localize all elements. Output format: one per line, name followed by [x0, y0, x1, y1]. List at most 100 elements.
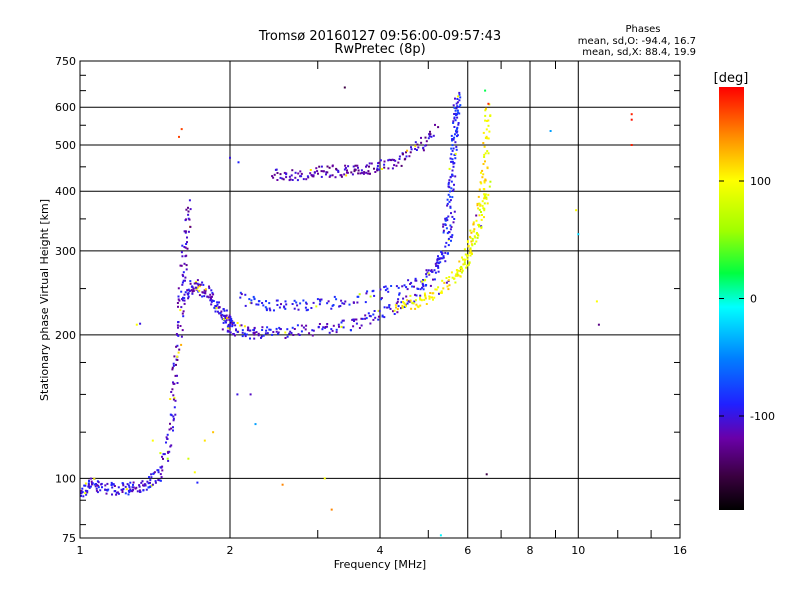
echo-point	[239, 291, 242, 294]
echo-point	[104, 488, 107, 491]
echo-point	[140, 481, 143, 484]
echo-point	[423, 292, 426, 295]
echo-point	[439, 291, 442, 294]
echo-point	[390, 285, 393, 287]
echo-point	[218, 306, 221, 309]
echo-point	[338, 325, 340, 328]
echo-point	[127, 493, 130, 496]
echo-point	[483, 202, 486, 205]
echo-point	[167, 459, 170, 462]
echo-point	[414, 279, 417, 282]
echo-point	[378, 168, 381, 171]
echo-point	[184, 230, 187, 233]
echo-point	[132, 488, 134, 491]
echo-point	[415, 303, 418, 306]
echo-point	[346, 169, 348, 172]
echo-point	[196, 282, 199, 285]
echo-point	[248, 298, 251, 301]
echo-point	[376, 167, 379, 170]
echo-point	[275, 168, 278, 171]
echo-point	[291, 303, 294, 305]
echo-point	[343, 168, 346, 171]
echo-point	[361, 317, 364, 320]
echo-point	[226, 317, 229, 320]
echo-point	[204, 292, 207, 295]
echo-point	[484, 89, 487, 92]
echo-point	[436, 257, 439, 260]
echo-point	[475, 232, 478, 235]
echo-point	[159, 473, 162, 476]
echo-point	[132, 483, 134, 486]
echo-point	[201, 295, 204, 298]
echo-point	[473, 242, 476, 245]
echo-point	[443, 281, 446, 284]
echo-point	[193, 471, 196, 474]
echo-point	[464, 253, 467, 256]
echo-point	[248, 329, 251, 332]
echo-point	[306, 308, 309, 311]
echo-point	[344, 164, 347, 167]
echo-point	[139, 322, 142, 325]
echo-point	[230, 321, 233, 324]
echo-point	[319, 300, 322, 303]
echo-point	[453, 126, 456, 128]
echo-point	[222, 308, 225, 311]
echo-point	[257, 303, 260, 306]
echo-point	[150, 476, 153, 479]
echo-point	[457, 122, 460, 124]
echo-point	[292, 334, 295, 336]
echo-point	[450, 271, 453, 274]
echo-point	[177, 295, 180, 298]
echo-point	[398, 292, 401, 295]
echo-point	[383, 163, 386, 166]
echo-point	[177, 326, 179, 329]
echo-point	[223, 309, 226, 312]
echo-point	[181, 281, 184, 284]
echo-point	[425, 140, 428, 143]
echo-point	[410, 281, 413, 284]
echo-point	[182, 310, 185, 313]
grid-lines	[80, 61, 680, 538]
echo-point	[446, 219, 449, 222]
echo-point	[244, 304, 247, 307]
echo-point	[406, 302, 409, 305]
echo-point	[446, 232, 449, 235]
echo-point	[455, 129, 458, 132]
y-tick-label: 750	[55, 55, 76, 68]
echo-point	[154, 480, 157, 483]
echo-point	[369, 315, 372, 318]
echo-point	[189, 282, 192, 285]
echo-point	[470, 251, 473, 254]
echo-point	[309, 172, 312, 175]
echo-point	[469, 250, 472, 252]
echo-point	[328, 166, 331, 169]
echo-point	[311, 334, 314, 337]
echo-point	[447, 288, 450, 291]
echo-point	[247, 326, 250, 329]
stats-x-line: mean, sd,X: 88.4, 19.9	[582, 47, 696, 58]
echo-point	[369, 295, 372, 298]
echo-point	[597, 323, 600, 326]
echo-point	[352, 325, 355, 328]
echo-point	[360, 169, 363, 172]
echo-point	[454, 281, 457, 284]
echo-point	[482, 142, 485, 144]
echo-point	[189, 225, 192, 228]
echo-point	[481, 176, 484, 179]
echo-point	[446, 252, 449, 255]
axis-ticks: 1 2 4 6 8 10 16 75 100 200 300 400 500 600 750	[55, 55, 687, 557]
echo-point	[191, 290, 194, 293]
echo-point	[173, 406, 176, 409]
echo-point	[384, 289, 387, 292]
echo-point	[294, 176, 297, 179]
echo-point	[201, 281, 204, 284]
echo-point	[468, 251, 471, 254]
echo-point	[132, 486, 135, 489]
echo-point	[299, 170, 302, 173]
echo-point	[218, 301, 220, 304]
echo-point	[228, 325, 231, 328]
echo-point	[372, 313, 375, 316]
echo-point	[213, 306, 216, 309]
echo-point	[365, 171, 368, 174]
